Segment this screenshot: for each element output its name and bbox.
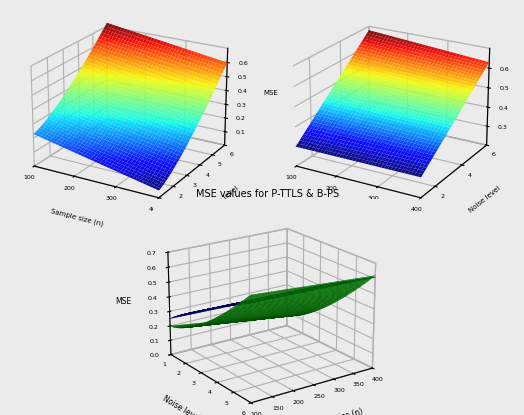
X-axis label: Sample size (n): Sample size (n)	[50, 208, 104, 227]
X-axis label: Sample size (n): Sample size (n)	[312, 208, 366, 227]
Y-axis label: Noise level: Noise level	[161, 393, 202, 415]
Title: MSE values for P-TTLS & B-PS: MSE values for P-TTLS & B-PS	[195, 189, 339, 199]
Y-axis label: Noise level: Noise level	[467, 186, 501, 214]
Y-axis label: Noise level: Noise level	[205, 186, 239, 214]
X-axis label: Sample size (n): Sample size (n)	[304, 407, 364, 415]
